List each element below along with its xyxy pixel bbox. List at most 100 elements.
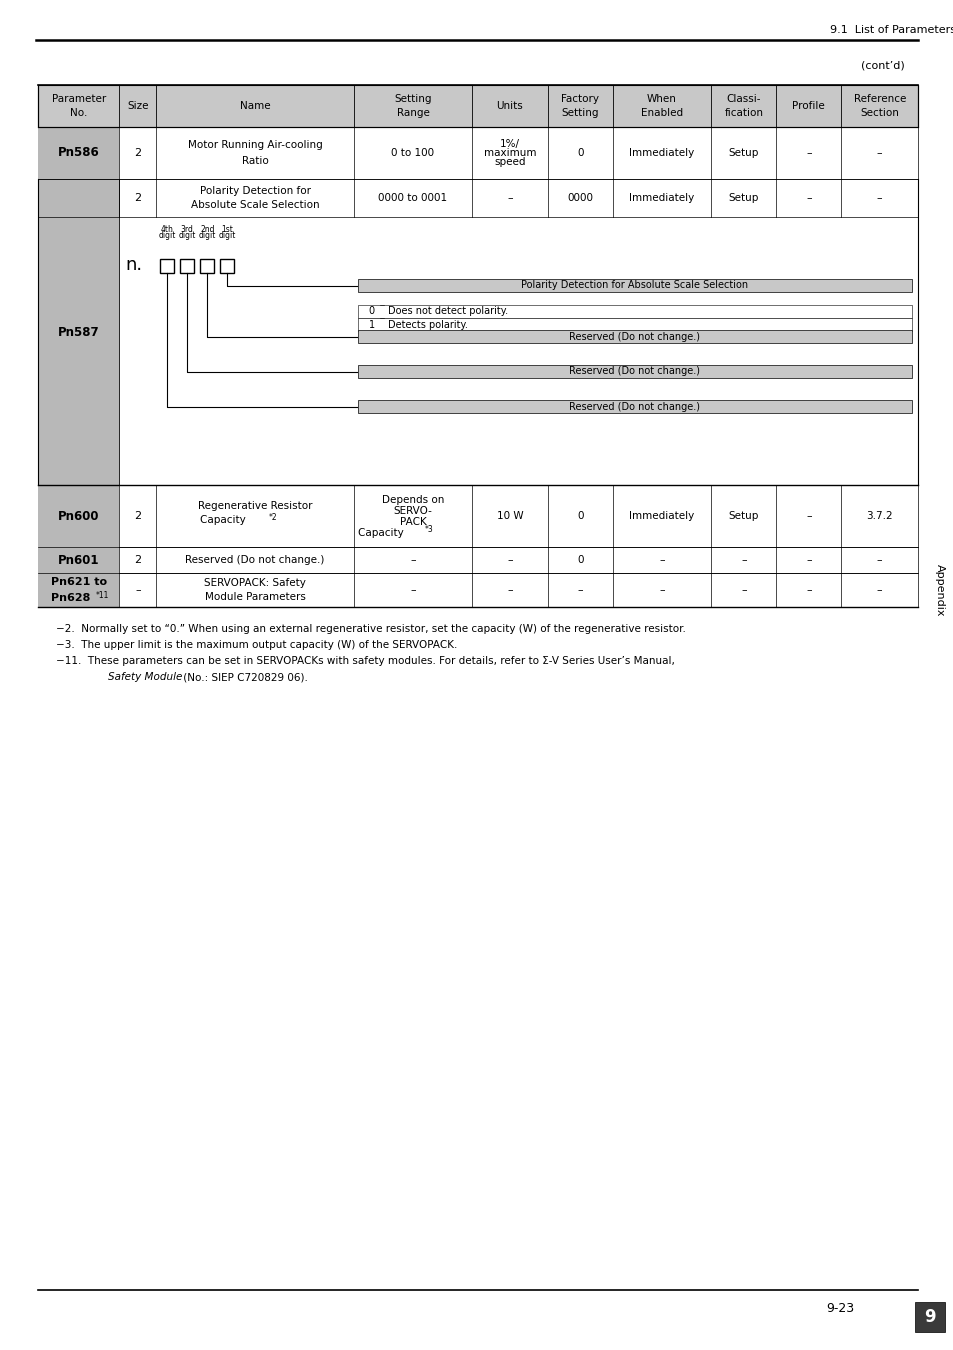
Text: Immediately: Immediately — [629, 193, 694, 202]
Text: –: – — [876, 193, 882, 202]
Text: 0000 to 0001: 0000 to 0001 — [378, 193, 447, 202]
Text: –: – — [740, 555, 746, 566]
Text: 0: 0 — [577, 555, 583, 566]
Text: 1st: 1st — [221, 224, 233, 234]
Text: Reserved (Do not change.): Reserved (Do not change.) — [569, 401, 700, 412]
Text: −11.  These parameters can be set in SERVOPACKs with safety modules. For details: −11. These parameters can be set in SERV… — [56, 656, 674, 666]
Bar — [357, 319, 911, 331]
Text: Setting: Setting — [394, 95, 432, 104]
Bar — [38, 127, 119, 180]
Text: –: – — [577, 585, 582, 595]
Text: Depends on: Depends on — [381, 495, 444, 505]
Text: Setup: Setup — [728, 148, 759, 158]
Text: 2: 2 — [134, 193, 141, 202]
Text: maximum: maximum — [483, 148, 536, 158]
Bar — [357, 364, 911, 378]
Text: –: – — [410, 555, 416, 566]
Bar — [38, 485, 917, 547]
Text: 2: 2 — [134, 148, 141, 158]
Text: Setting: Setting — [560, 108, 598, 117]
Text: Immediately: Immediately — [629, 148, 694, 158]
Text: Name: Name — [239, 101, 270, 111]
Text: Detects polarity.: Detects polarity. — [387, 320, 467, 329]
Text: *2: *2 — [269, 513, 277, 521]
Text: 9: 9 — [923, 1308, 935, 1326]
Text: –: – — [410, 585, 416, 595]
Text: Absolute Scale Selection: Absolute Scale Selection — [191, 200, 319, 211]
Text: n.: n. — [125, 256, 142, 274]
Text: Setup: Setup — [728, 512, 759, 521]
Text: −2.  Normally set to “0.” When using an external regenerative resistor, set the : −2. Normally set to “0.” When using an e… — [56, 624, 685, 634]
Text: –: – — [740, 585, 746, 595]
Text: –: – — [876, 555, 882, 566]
Text: 1: 1 — [368, 320, 375, 329]
Text: –: – — [805, 148, 811, 158]
Text: *3: *3 — [424, 525, 434, 535]
Text: –: – — [507, 585, 512, 595]
Text: Pn628: Pn628 — [51, 593, 91, 603]
Text: digit: digit — [198, 231, 215, 240]
Text: –: – — [659, 555, 664, 566]
Text: –: – — [805, 555, 811, 566]
Text: Polarity Detection for Absolute Scale Selection: Polarity Detection for Absolute Scale Se… — [520, 281, 748, 290]
Bar — [357, 279, 911, 292]
Text: Setup: Setup — [728, 193, 759, 202]
Text: Classi-: Classi- — [726, 95, 760, 104]
Bar — [38, 85, 917, 127]
Text: Factory: Factory — [560, 95, 598, 104]
Text: (No.: SIEP C720829 06).: (No.: SIEP C720829 06). — [180, 672, 308, 682]
Text: 3rd: 3rd — [181, 224, 193, 234]
Text: digit: digit — [158, 231, 175, 240]
Bar — [38, 180, 917, 217]
Text: 4th: 4th — [161, 224, 173, 234]
Text: 0: 0 — [577, 512, 583, 521]
Text: No.: No. — [70, 108, 88, 117]
Text: Range: Range — [396, 108, 429, 117]
Bar — [38, 217, 917, 485]
Bar — [38, 572, 917, 608]
Bar — [200, 259, 214, 273]
Text: Units: Units — [496, 101, 523, 111]
Text: –: – — [507, 193, 512, 202]
Text: Immediately: Immediately — [629, 512, 694, 521]
Text: –: – — [805, 585, 811, 595]
Text: SERVO-: SERVO- — [394, 506, 432, 516]
Bar — [38, 547, 119, 572]
Text: 0: 0 — [577, 148, 583, 158]
Text: Reserved (Do not change.): Reserved (Do not change.) — [569, 366, 700, 377]
Text: Enabled: Enabled — [640, 108, 682, 117]
Bar — [180, 259, 194, 273]
Text: fication: fication — [723, 108, 762, 117]
Text: Appendix: Appendix — [934, 564, 944, 616]
Text: Regenerative Resistor: Regenerative Resistor — [197, 501, 312, 512]
Text: Safety Module: Safety Module — [108, 672, 182, 682]
Text: Parameter: Parameter — [51, 95, 106, 104]
Text: Capacity: Capacity — [200, 514, 249, 525]
Text: 2: 2 — [134, 512, 141, 521]
Bar — [38, 127, 917, 180]
Text: Does not detect polarity.: Does not detect polarity. — [387, 306, 507, 316]
Text: 9.1  List of Parameters: 9.1 List of Parameters — [829, 26, 953, 35]
Text: Pn587: Pn587 — [58, 325, 99, 339]
Text: speed: speed — [494, 157, 525, 167]
Text: Pn600: Pn600 — [58, 509, 99, 522]
Text: 2nd: 2nd — [200, 224, 214, 234]
Bar — [38, 572, 119, 608]
Bar — [357, 305, 911, 319]
Text: 2: 2 — [134, 555, 141, 566]
Text: Module Parameters: Module Parameters — [205, 593, 305, 602]
Text: Pn586: Pn586 — [58, 147, 99, 159]
Text: Reserved (Do not change.): Reserved (Do not change.) — [569, 332, 700, 342]
Text: Reserved (Do not change.): Reserved (Do not change.) — [185, 555, 324, 566]
Text: –: – — [876, 148, 882, 158]
Text: 1%/: 1%/ — [499, 139, 519, 148]
Text: Pn621 to: Pn621 to — [51, 576, 107, 587]
Text: 3.7.2: 3.7.2 — [865, 512, 892, 521]
Text: −3.  The upper limit is the maximum output capacity (W) of the SERVOPACK.: −3. The upper limit is the maximum outpu… — [56, 640, 456, 649]
Text: 9-23: 9-23 — [825, 1301, 853, 1315]
Text: –: – — [876, 585, 882, 595]
Text: Motor Running Air-cooling: Motor Running Air-cooling — [188, 140, 322, 150]
Bar — [38, 547, 917, 572]
Text: Capacity: Capacity — [357, 528, 407, 539]
Text: –: – — [507, 555, 512, 566]
